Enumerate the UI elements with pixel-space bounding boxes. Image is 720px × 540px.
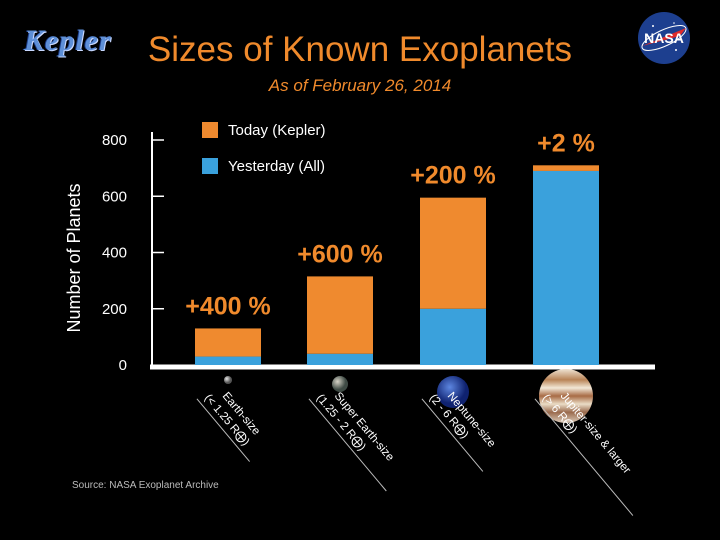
bar-segment-today: [533, 165, 599, 171]
y-tick-label: 200: [102, 301, 127, 318]
legend-swatch: [202, 122, 218, 138]
category-underline: [534, 398, 634, 516]
y-tick-label: 800: [102, 132, 127, 149]
chart-subtitle: As of February 26, 2014: [268, 76, 452, 95]
nasa-logo: NASA: [638, 12, 690, 64]
y-axis-label: Number of Planets: [64, 183, 84, 332]
bar-segment-today: [195, 328, 261, 357]
legend-swatch: [202, 158, 218, 174]
bar-segment-yesterday: [195, 356, 261, 365]
planet-icon: [224, 376, 232, 384]
chart-title: Sizes of Known Exoplanets: [147, 30, 573, 69]
legend-label: Yesterday (All): [228, 158, 325, 175]
bar-segment-today: [307, 276, 373, 354]
svg-text:NASA: NASA: [644, 30, 684, 46]
legend-label: Today (Kepler): [228, 122, 326, 139]
y-tick-label: 0: [119, 357, 127, 374]
bar-segment-yesterday: [420, 308, 486, 365]
category-underline: [421, 398, 484, 472]
planet-icon: [332, 376, 348, 392]
bar-annotation: +200 %: [410, 162, 496, 190]
planet-icon: [437, 376, 469, 408]
source-note: Source: NASA Exoplanet Archive: [72, 480, 219, 491]
category-underline: [308, 398, 387, 492]
bar-segment-yesterday: [307, 353, 373, 365]
y-tick-label: 400: [102, 245, 127, 262]
planet-icon: [539, 369, 593, 423]
bar-annotation: +2 %: [537, 129, 595, 157]
category-underline: [196, 398, 251, 462]
bar-segment-today: [420, 197, 486, 309]
kepler-logo: Kepler: [24, 24, 112, 57]
y-tick-label: 600: [102, 188, 127, 205]
bar-annotation: +400 %: [185, 292, 271, 320]
bar-segment-yesterday: [533, 170, 599, 365]
bar-annotation: +600 %: [297, 240, 383, 268]
